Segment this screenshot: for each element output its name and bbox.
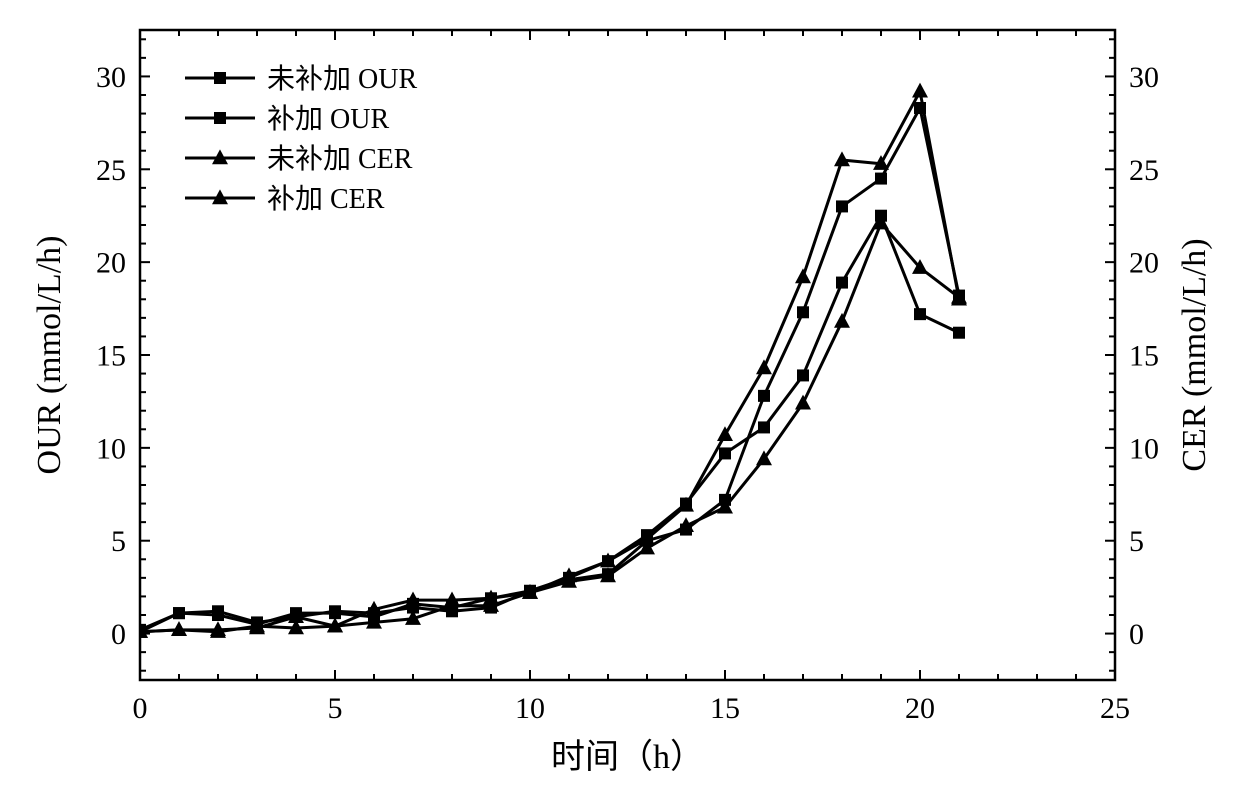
y-left-tick-label: 20 — [96, 247, 126, 280]
x-tick-label: 0 — [133, 692, 148, 725]
y-left-tick-label: 15 — [96, 340, 126, 373]
chart-container: 0 5 10 15 20 25 0 5 10 15 20 25 30 0 5 10 15 20 25 30 时间（h） O… — [0, 0, 1240, 789]
x-tick-label: 15 — [710, 692, 740, 725]
x-tick-label: 5 — [328, 692, 343, 725]
y-left-tick-label: 10 — [96, 432, 126, 465]
y-right-axis-label: CER (mmol/L/h) — [1176, 238, 1213, 471]
legend-item-label: 补加 CER — [267, 183, 385, 215]
y-right-tick-label: 30 — [1129, 61, 1159, 94]
x-axis-label: 时间（h） — [551, 738, 704, 776]
legend-item-label: 补加 OUR — [267, 103, 389, 135]
x-tick-label: 25 — [1100, 692, 1130, 725]
legend-item-label: 未补加 OUR — [267, 63, 417, 95]
y-right-tick-label: 10 — [1129, 432, 1159, 465]
y-right-tick-label: 5 — [1129, 525, 1144, 558]
x-tick-label: 10 — [515, 692, 545, 725]
y-left-tick-label: 5 — [111, 525, 126, 558]
legend-item-label: 未补加 CER — [267, 143, 413, 175]
y-right-tick-label: 25 — [1129, 154, 1159, 187]
x-tick-label: 20 — [905, 692, 935, 725]
y-left-tick-label: 25 — [96, 154, 126, 187]
y-left-tick-label: 0 — [111, 618, 126, 651]
y-right-tick-label: 0 — [1129, 618, 1144, 651]
y-right-tick-label: 20 — [1129, 247, 1159, 280]
y-right-tick-label: 15 — [1129, 340, 1159, 373]
y-left-axis-label: OUR (mmol/L/h) — [31, 236, 68, 475]
y-left-tick-label: 30 — [96, 61, 126, 94]
line-chart: 0 5 10 15 20 25 0 5 10 15 20 25 30 0 5 10 15 20 25 30 时间（h） O… — [0, 0, 1240, 789]
